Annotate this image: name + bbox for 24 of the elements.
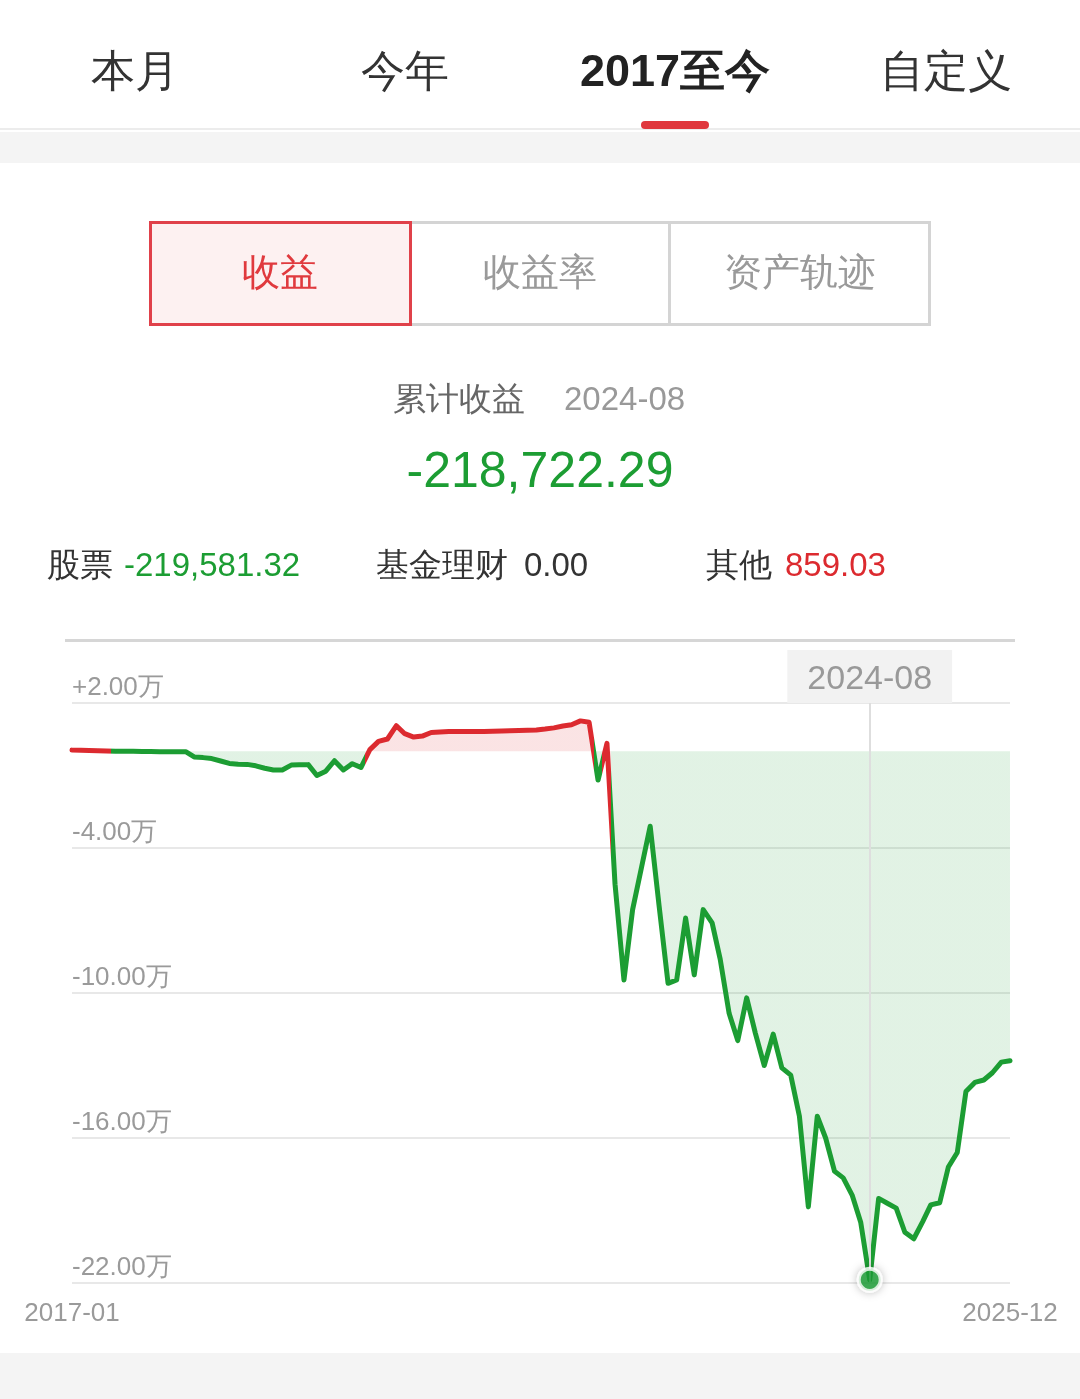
text: 收益率 <box>483 251 597 295</box>
text: 累计收益 <box>393 380 525 418</box>
y-tick-label: -4.00万 <box>72 816 158 846</box>
text: 基金理财 <box>376 546 508 584</box>
text: 2017至今 <box>579 45 771 97</box>
text: -218,722.29 <box>406 442 674 500</box>
y-tick-label: +2.00万 <box>72 671 164 701</box>
y-tick-label: -10.00万 <box>72 961 172 991</box>
y-tick-label: -22.00万 <box>72 1251 172 1281</box>
text: -219,581.32 <box>124 546 301 584</box>
text: 收益 <box>242 251 318 295</box>
text: 股票 <box>47 546 113 584</box>
text: 0.00 <box>524 546 589 584</box>
text: 其他 <box>706 546 772 584</box>
x-tick-label: 2025-12 <box>962 1297 1058 1327</box>
text: 自定义 <box>880 45 1012 97</box>
text: 资产轨迹 <box>724 251 876 295</box>
y-tick-label: -16.00万 <box>72 1106 172 1136</box>
ref-line-label: 2024-08 <box>807 658 933 696</box>
text: 本月 <box>91 45 179 97</box>
text: 859.03 <box>785 546 886 584</box>
x-tick-label: 2017-01 <box>24 1297 120 1327</box>
text: 今年 <box>361 45 449 97</box>
text: 2024-08 <box>564 380 686 418</box>
